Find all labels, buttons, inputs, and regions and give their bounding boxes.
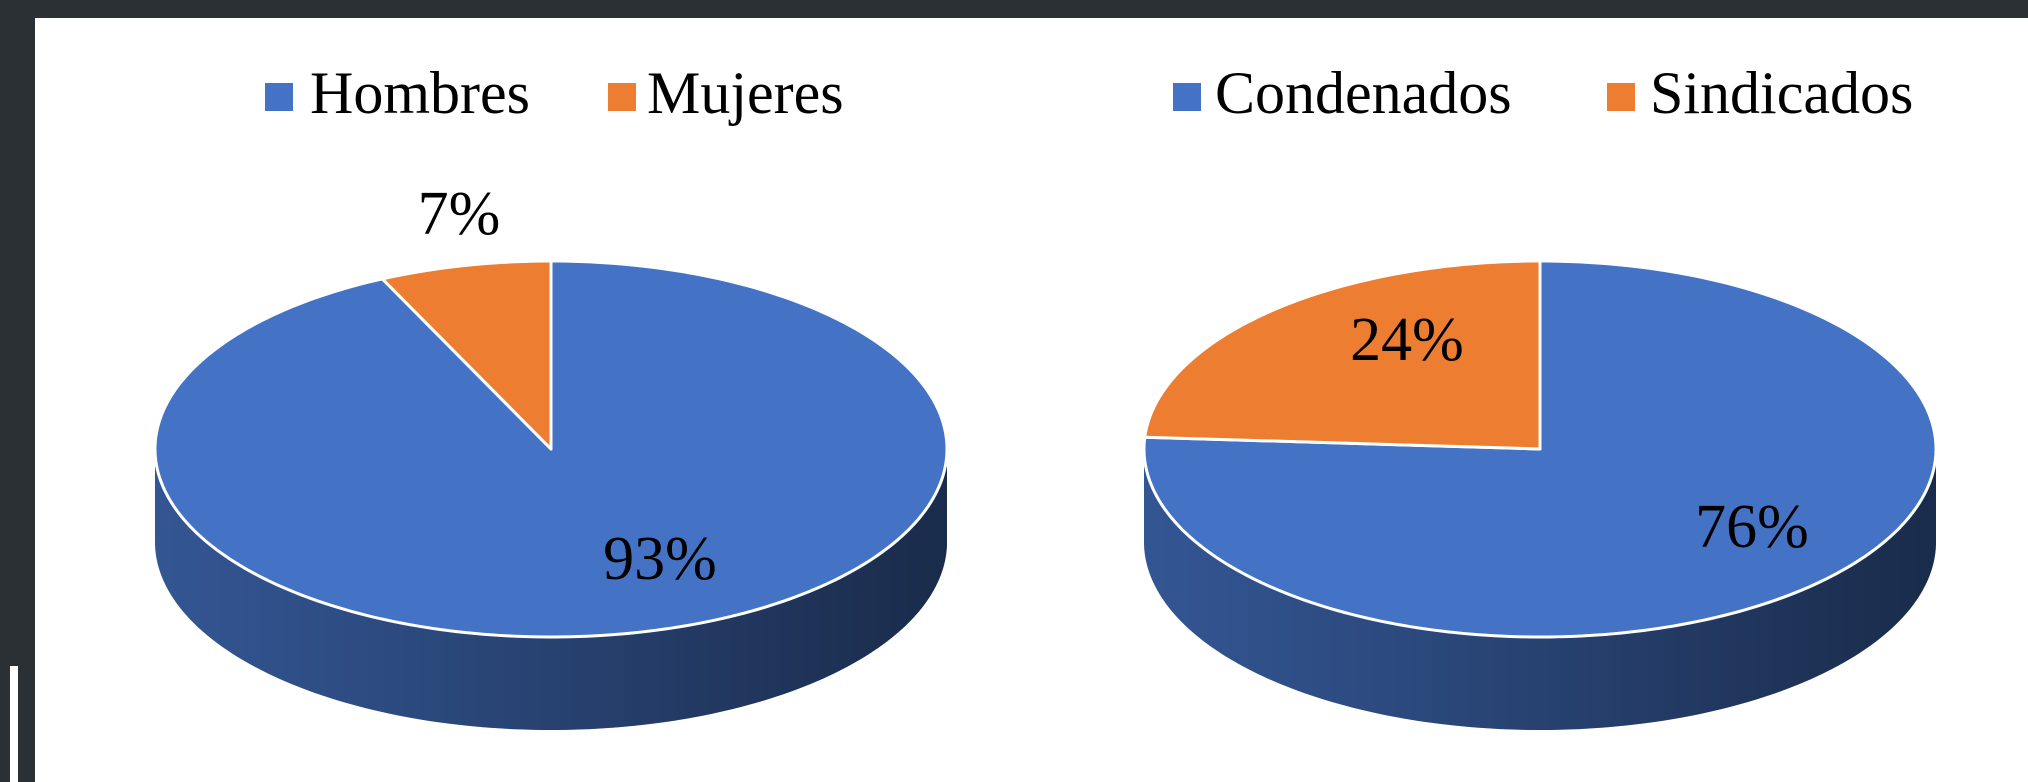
pie-slice (1142, 259, 1938, 639)
legend-label: Condenados (1215, 60, 1512, 126)
pie-side-shade (1144, 449, 1936, 730)
pie-slice (380, 259, 553, 451)
legend-swatch (1607, 83, 1635, 111)
data-label: 76% (1695, 493, 1809, 561)
legend-label: Hombres (310, 60, 530, 126)
legend-label: Mujeres (647, 60, 844, 126)
data-label: 93% (603, 525, 717, 593)
pie-side-shade (155, 449, 947, 730)
pie-slice (1143, 259, 1542, 451)
legend-label: Sindicados (1650, 60, 1913, 126)
legend-swatch (1173, 83, 1201, 111)
data-label: 24% (1350, 306, 1464, 374)
edge-bar (10, 666, 18, 782)
data-label: 7% (418, 180, 501, 248)
legend-swatch (265, 83, 293, 111)
legend-swatch (608, 83, 636, 111)
